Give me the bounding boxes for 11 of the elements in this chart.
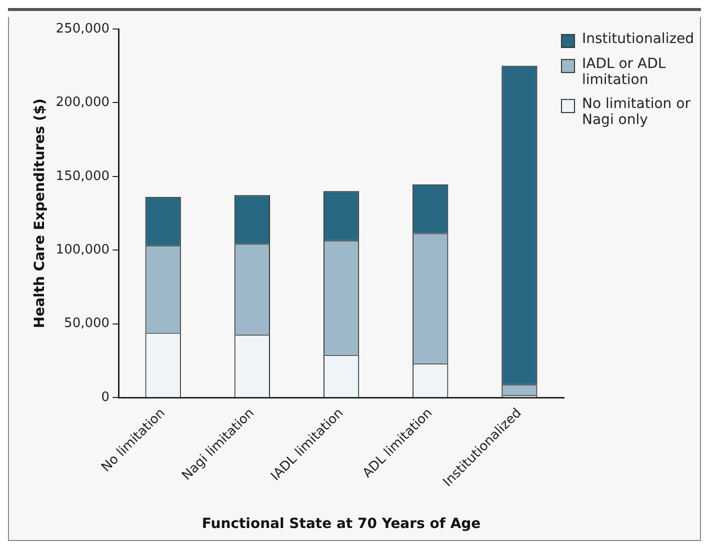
x-axis-title: Functional State at 70 Years of Age bbox=[202, 516, 481, 532]
y-tick-label: 200,000 bbox=[56, 95, 110, 110]
text: No limitation or Nagi only bbox=[582, 96, 691, 128]
y-axis-title: Health Care Expenditures ($) bbox=[32, 98, 48, 328]
legend-label: IADL or ADL limitation bbox=[582, 56, 667, 88]
y-tick-label: 0 bbox=[101, 390, 110, 405]
legend-label: Institutionalized bbox=[582, 31, 694, 47]
y-tick-label: 150,000 bbox=[56, 168, 110, 184]
y-tick-label: 100,000 bbox=[56, 242, 110, 258]
y-tick-label: 250,000 bbox=[56, 21, 110, 36]
y-tick-label: 50,000 bbox=[64, 316, 110, 332]
